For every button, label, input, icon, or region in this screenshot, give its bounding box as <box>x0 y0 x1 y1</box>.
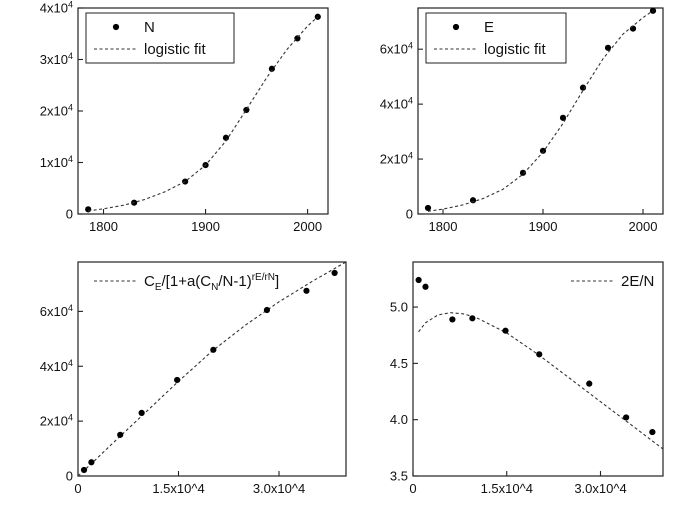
data-point <box>424 204 432 212</box>
legend-marker-icon <box>112 23 120 31</box>
y-tick-label: 0 <box>406 207 413 222</box>
plot-frame <box>417 7 664 215</box>
legend-entry: logistic fit <box>434 41 547 58</box>
data-point <box>623 414 630 421</box>
data-point <box>314 13 321 20</box>
data-point <box>268 65 275 72</box>
data-point <box>649 428 656 436</box>
data-point <box>586 380 593 387</box>
legend: CE/[1+a(CN/N-1)rE/rN] <box>94 272 279 293</box>
legend: 2E/N <box>571 273 654 290</box>
data-point <box>80 466 88 474</box>
data-point <box>303 287 310 294</box>
y-tick-label: 6x104 <box>40 303 73 319</box>
x-tick-label: 3.0x10^4 <box>574 481 626 496</box>
legend-label: logistic fit <box>484 41 547 58</box>
data-point <box>559 114 567 121</box>
legend-marker-icon <box>452 23 460 31</box>
legend-label: 2E/N <box>621 273 654 290</box>
data-point <box>182 178 189 185</box>
y-tick-label: 0 <box>66 469 73 484</box>
legend-entry: E <box>452 19 494 36</box>
legend-label: N <box>144 19 155 36</box>
y-tick-label: 4x104 <box>380 96 413 112</box>
data-point <box>536 351 543 358</box>
x-tick-label: 1800 <box>89 219 118 234</box>
data-point <box>138 409 145 416</box>
data-point <box>331 269 338 277</box>
plot-frame <box>77 261 347 477</box>
legend-label: logistic fit <box>144 41 207 58</box>
legend-box <box>85 12 235 64</box>
data-point <box>604 44 612 51</box>
x-tick-label: 1900 <box>529 219 558 234</box>
data-point <box>519 169 527 176</box>
x-tick-label: 1900 <box>191 219 220 234</box>
x-tick-label: 1.5x10^4 <box>152 481 204 496</box>
y-tick-label: 2x104 <box>40 103 73 119</box>
data-point <box>502 327 509 334</box>
x-tick-label: 1800 <box>429 219 458 234</box>
data-point <box>222 134 230 141</box>
fit-curve <box>77 261 347 477</box>
y-tick-label: 1x104 <box>40 154 73 170</box>
fit-curve <box>427 10 654 212</box>
fit-curve <box>88 16 319 212</box>
x-tick-label: 3.0x10^4 <box>253 481 305 496</box>
plot-frame <box>412 261 664 477</box>
x-tick-label: 0 <box>409 481 416 496</box>
data-point <box>415 276 422 284</box>
data-point <box>449 316 456 323</box>
legend-entry: CE/[1+a(CN/N-1)rE/rN] <box>94 272 279 293</box>
data-point <box>469 315 476 322</box>
y-tick-label: 4.5 <box>390 356 408 371</box>
chart-panel-4: 0 1.5x10^4 3.0x10^4 3.5 4.0 4.5 5.0 2E/N <box>390 261 664 496</box>
y-tick-label: 0 <box>66 207 73 222</box>
x-tick-label: 0 <box>74 481 81 496</box>
data-point <box>422 283 429 290</box>
x-tick-label: 2000 <box>629 219 658 234</box>
y-tick-label: 2x104 <box>40 413 73 429</box>
legend-label: E <box>484 19 494 36</box>
data-point <box>210 346 217 353</box>
data-point <box>263 306 271 314</box>
data-point <box>469 197 477 204</box>
legend-entry: 2E/N <box>571 273 654 290</box>
chart-panel-1: 1800 1900 2000 0 1x104 2x104 3x104 4x104 Nlogist… <box>40 0 329 234</box>
chart-panel-3: 0 1.5x10^4 3.0x10^4 0 2x104 4x104 6x104 CE/[1+a… <box>40 261 347 496</box>
data-point <box>174 376 181 384</box>
data-point <box>117 431 124 438</box>
data-point <box>88 459 95 466</box>
data-point <box>85 206 92 213</box>
y-tick-label: 2x104 <box>380 151 413 167</box>
x-tick-label: 1.5x10^4 <box>481 481 533 496</box>
legend-box <box>425 12 567 64</box>
y-tick-label: 4.0 <box>390 412 408 427</box>
y-tick-label: 5.0 <box>390 300 408 315</box>
y-tick-label: 3x104 <box>40 51 73 67</box>
y-tick-label: 4x104 <box>40 0 73 16</box>
data-point <box>539 147 547 154</box>
x-tick-label: 2000 <box>293 219 322 234</box>
legend-entry: N <box>112 19 155 36</box>
data-point <box>579 84 587 91</box>
legend-entry: logistic fit <box>94 41 207 58</box>
y-tick-label: 4x104 <box>40 358 73 374</box>
legend-label: CE/[1+a(CN/N-1)rE/rN] <box>144 272 279 293</box>
y-tick-label: 3.5 <box>390 469 408 484</box>
y-tick-label: 6x104 <box>380 41 413 57</box>
fit-curve <box>418 312 664 450</box>
